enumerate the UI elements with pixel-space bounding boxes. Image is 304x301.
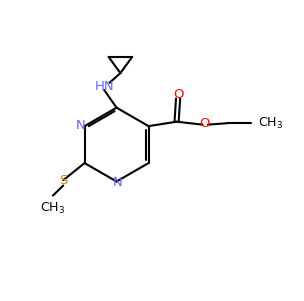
Text: O: O [173,88,183,101]
Text: CH$_3$: CH$_3$ [40,201,66,216]
Text: N: N [76,119,86,132]
Text: CH$_3$: CH$_3$ [258,116,283,131]
Text: O: O [200,117,210,130]
Text: HN: HN [94,80,114,93]
Text: S: S [59,174,67,187]
Text: N: N [112,176,122,190]
